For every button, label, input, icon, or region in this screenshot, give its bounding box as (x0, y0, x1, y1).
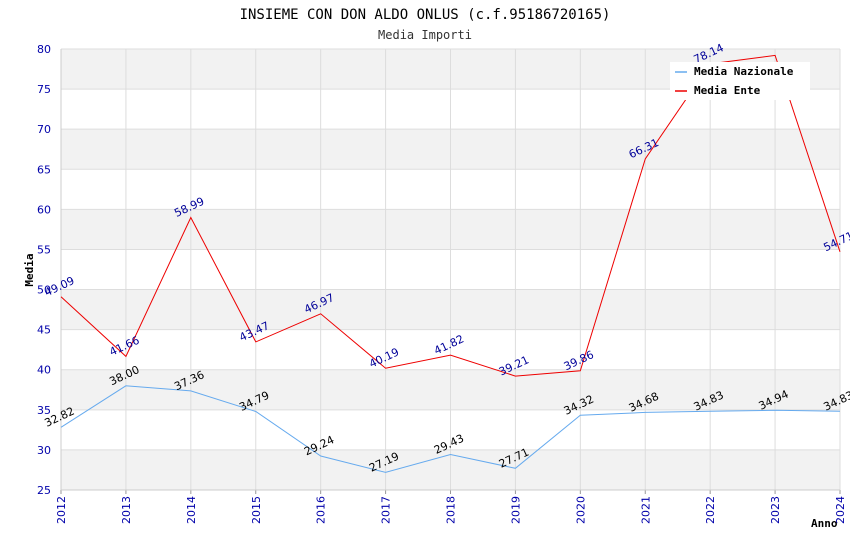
legend-label-media-ente: Media Ente (694, 84, 761, 97)
y-tick-label: 55 (37, 243, 51, 256)
x-tick-label: 2013 (120, 496, 133, 524)
x-tick-label: 2023 (769, 496, 782, 524)
chart-title: INSIEME CON DON ALDO ONLUS (c.f.95186720… (240, 7, 611, 23)
y-tick-label: 45 (37, 324, 51, 337)
x-tick-label: 2024 (834, 496, 847, 524)
x-tick-labels: 2012 2013 2014 2015 2016 2017 2018 2019 2020 2021… (55, 496, 847, 524)
x-tick-label: 2020 (574, 496, 587, 524)
y-tick-label: 30 (37, 444, 51, 457)
y-tick-label: 70 (37, 123, 51, 136)
y-tick-label: 65 (37, 163, 51, 176)
x-tick-label: 2017 (380, 496, 393, 524)
x-tick-label: 2012 (55, 496, 68, 524)
y-tick-label: 75 (37, 83, 51, 96)
y-tick-label: 50 (37, 284, 51, 297)
y-tick-label: 80 (37, 43, 51, 56)
x-tick-label: 2018 (445, 496, 458, 524)
x-tick-label: 2015 (250, 496, 263, 524)
y-axis-title: Media (23, 253, 36, 286)
legend: Media Nazionale Media Ente (670, 62, 810, 100)
series-line-0 (60, 385, 841, 473)
axes (60, 49, 841, 494)
x-tick-label: 2019 (509, 496, 522, 524)
legend-label-media-nazionale: Media Nazionale (694, 65, 794, 78)
x-tick-label: 2021 (639, 496, 652, 524)
y-tick-label: 35 (37, 404, 51, 417)
chart-subtitle: Media Importi (378, 28, 472, 42)
y-tick-label: 40 (37, 364, 51, 377)
x-tick-label: 2022 (704, 496, 717, 524)
x-tick-label: 2014 (185, 496, 198, 524)
x-axis-title: Anno (811, 517, 838, 530)
y-tick-labels: 25 30 35 40 45 50 55 60 65 70 75 80 (37, 43, 51, 497)
x-tick-label: 2016 (315, 496, 328, 524)
y-tick-label: 60 (37, 203, 51, 216)
legend-box (670, 62, 810, 100)
y-tick-label: 25 (37, 484, 51, 497)
